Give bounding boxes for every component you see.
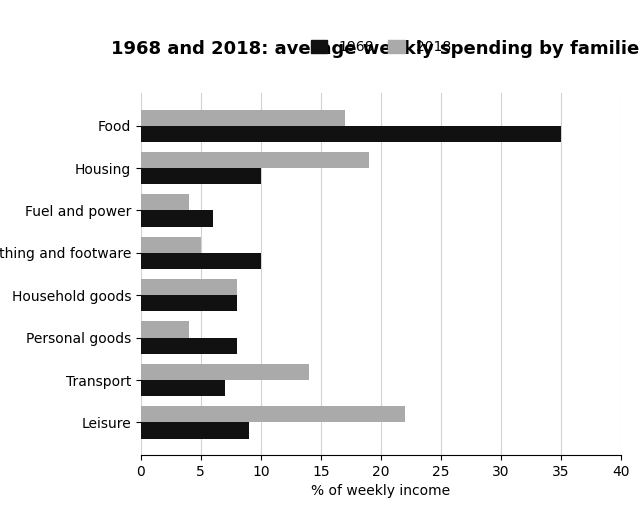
Bar — [141, 380, 225, 396]
Bar — [141, 110, 345, 126]
Bar — [141, 194, 189, 210]
Title: 1968 and 2018: average weekly spending by families: 1968 and 2018: average weekly spending b… — [111, 40, 640, 58]
Legend: 1968, 2018: 1968, 2018 — [305, 35, 456, 60]
Bar — [141, 237, 201, 253]
Bar — [141, 253, 261, 269]
Bar — [141, 322, 189, 338]
X-axis label: % of weekly income: % of weekly income — [311, 484, 451, 498]
Bar — [141, 338, 237, 354]
Bar — [141, 126, 561, 142]
Bar — [141, 168, 261, 184]
Bar — [141, 210, 212, 226]
Bar — [141, 279, 237, 295]
Bar — [141, 152, 369, 168]
Bar — [141, 422, 249, 438]
Bar — [141, 295, 237, 311]
Bar — [141, 364, 309, 380]
Bar — [141, 406, 405, 422]
